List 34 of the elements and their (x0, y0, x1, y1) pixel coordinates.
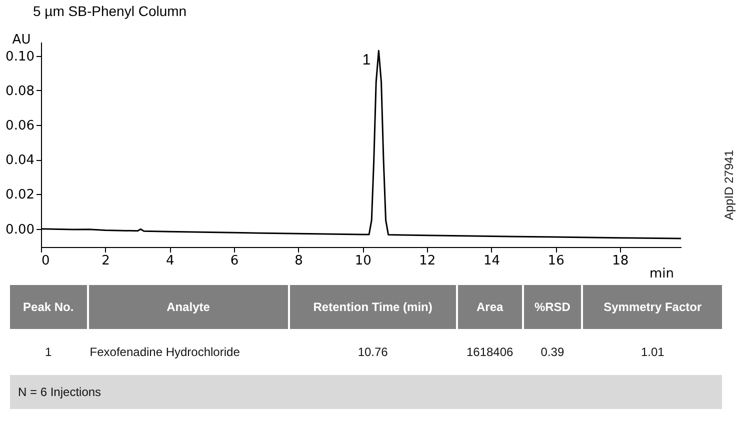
y-axis-title: AU (12, 32, 31, 48)
category-label: Area (458, 285, 522, 329)
y-tick-label: 0.08 (6, 84, 34, 99)
text: N = 6 Injections (10, 375, 722, 409)
annotation: 1 (362, 52, 371, 69)
text: 10.76 (356, 344, 389, 361)
x-tick-label: 10 (354, 254, 372, 268)
y-tick-label: 0.00 (6, 222, 34, 238)
category-label: Retention Time (min) (290, 285, 456, 329)
category-label: Peak No. (10, 285, 87, 329)
text: 0.39 (540, 344, 566, 361)
x-axis-title: min (650, 266, 674, 282)
y-tick-label: 0.06 (6, 118, 34, 134)
y-tick-label: 0.02 (6, 188, 34, 203)
category-label: Symmetry Factor (583, 285, 722, 329)
x-tick-label: 18 (612, 254, 629, 268)
text: 1 (44, 344, 53, 361)
y-tick-label: 0.04 (6, 153, 34, 168)
text: AppID 27941 (722, 150, 736, 220)
x-tick-label: 12 (419, 254, 436, 268)
x-tick-label: 2 (102, 254, 110, 268)
x-tick-label: 16 (548, 254, 564, 268)
category-label: Analyte (88, 285, 288, 329)
x-tick-label: 0 (42, 254, 50, 268)
x-tick-label: 8 (294, 254, 303, 268)
x-tick-label: 14 (483, 254, 500, 268)
y-tick-label: 0.10 (6, 49, 34, 64)
chart-title: 5 µm SB-Phenyl Column (33, 3, 187, 19)
text: 1618406 (465, 344, 514, 361)
text: 1.01 (640, 344, 666, 361)
x-tick-label: 6 (230, 254, 239, 268)
text: Fexofenadine Hydrochloride (88, 344, 241, 361)
category-label: %RSD (524, 285, 582, 329)
x-tick-label: 4 (166, 254, 174, 268)
